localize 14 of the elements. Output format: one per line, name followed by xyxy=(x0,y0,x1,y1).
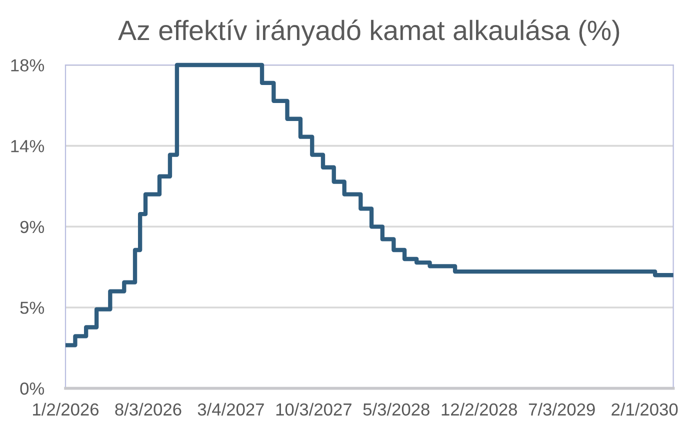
y-tick-label: 9% xyxy=(20,220,44,234)
y-tick-label: 14% xyxy=(11,140,44,152)
y-tick-label: 18% xyxy=(11,59,44,72)
x-tick-label: 3/4/2027 xyxy=(198,402,264,416)
y-tick-label: 5% xyxy=(20,302,44,314)
x-tick-label: 2/1/2030 xyxy=(612,402,678,416)
x-tick-label: 12/2/2028 xyxy=(442,402,517,416)
x-tick-label: 8/3/2026 xyxy=(115,402,182,416)
x-tick-label: 7/3/2029 xyxy=(528,402,595,416)
chart-title: Az effektív irányadó kamat alkaulása (%) xyxy=(118,20,620,46)
y-tick-label: 0% xyxy=(20,382,44,395)
x-tick-label: 5/3/2028 xyxy=(363,402,430,416)
x-tick-label: 1/2/2026 xyxy=(33,402,99,416)
x-tick-label: 10/3/2027 xyxy=(276,402,352,416)
